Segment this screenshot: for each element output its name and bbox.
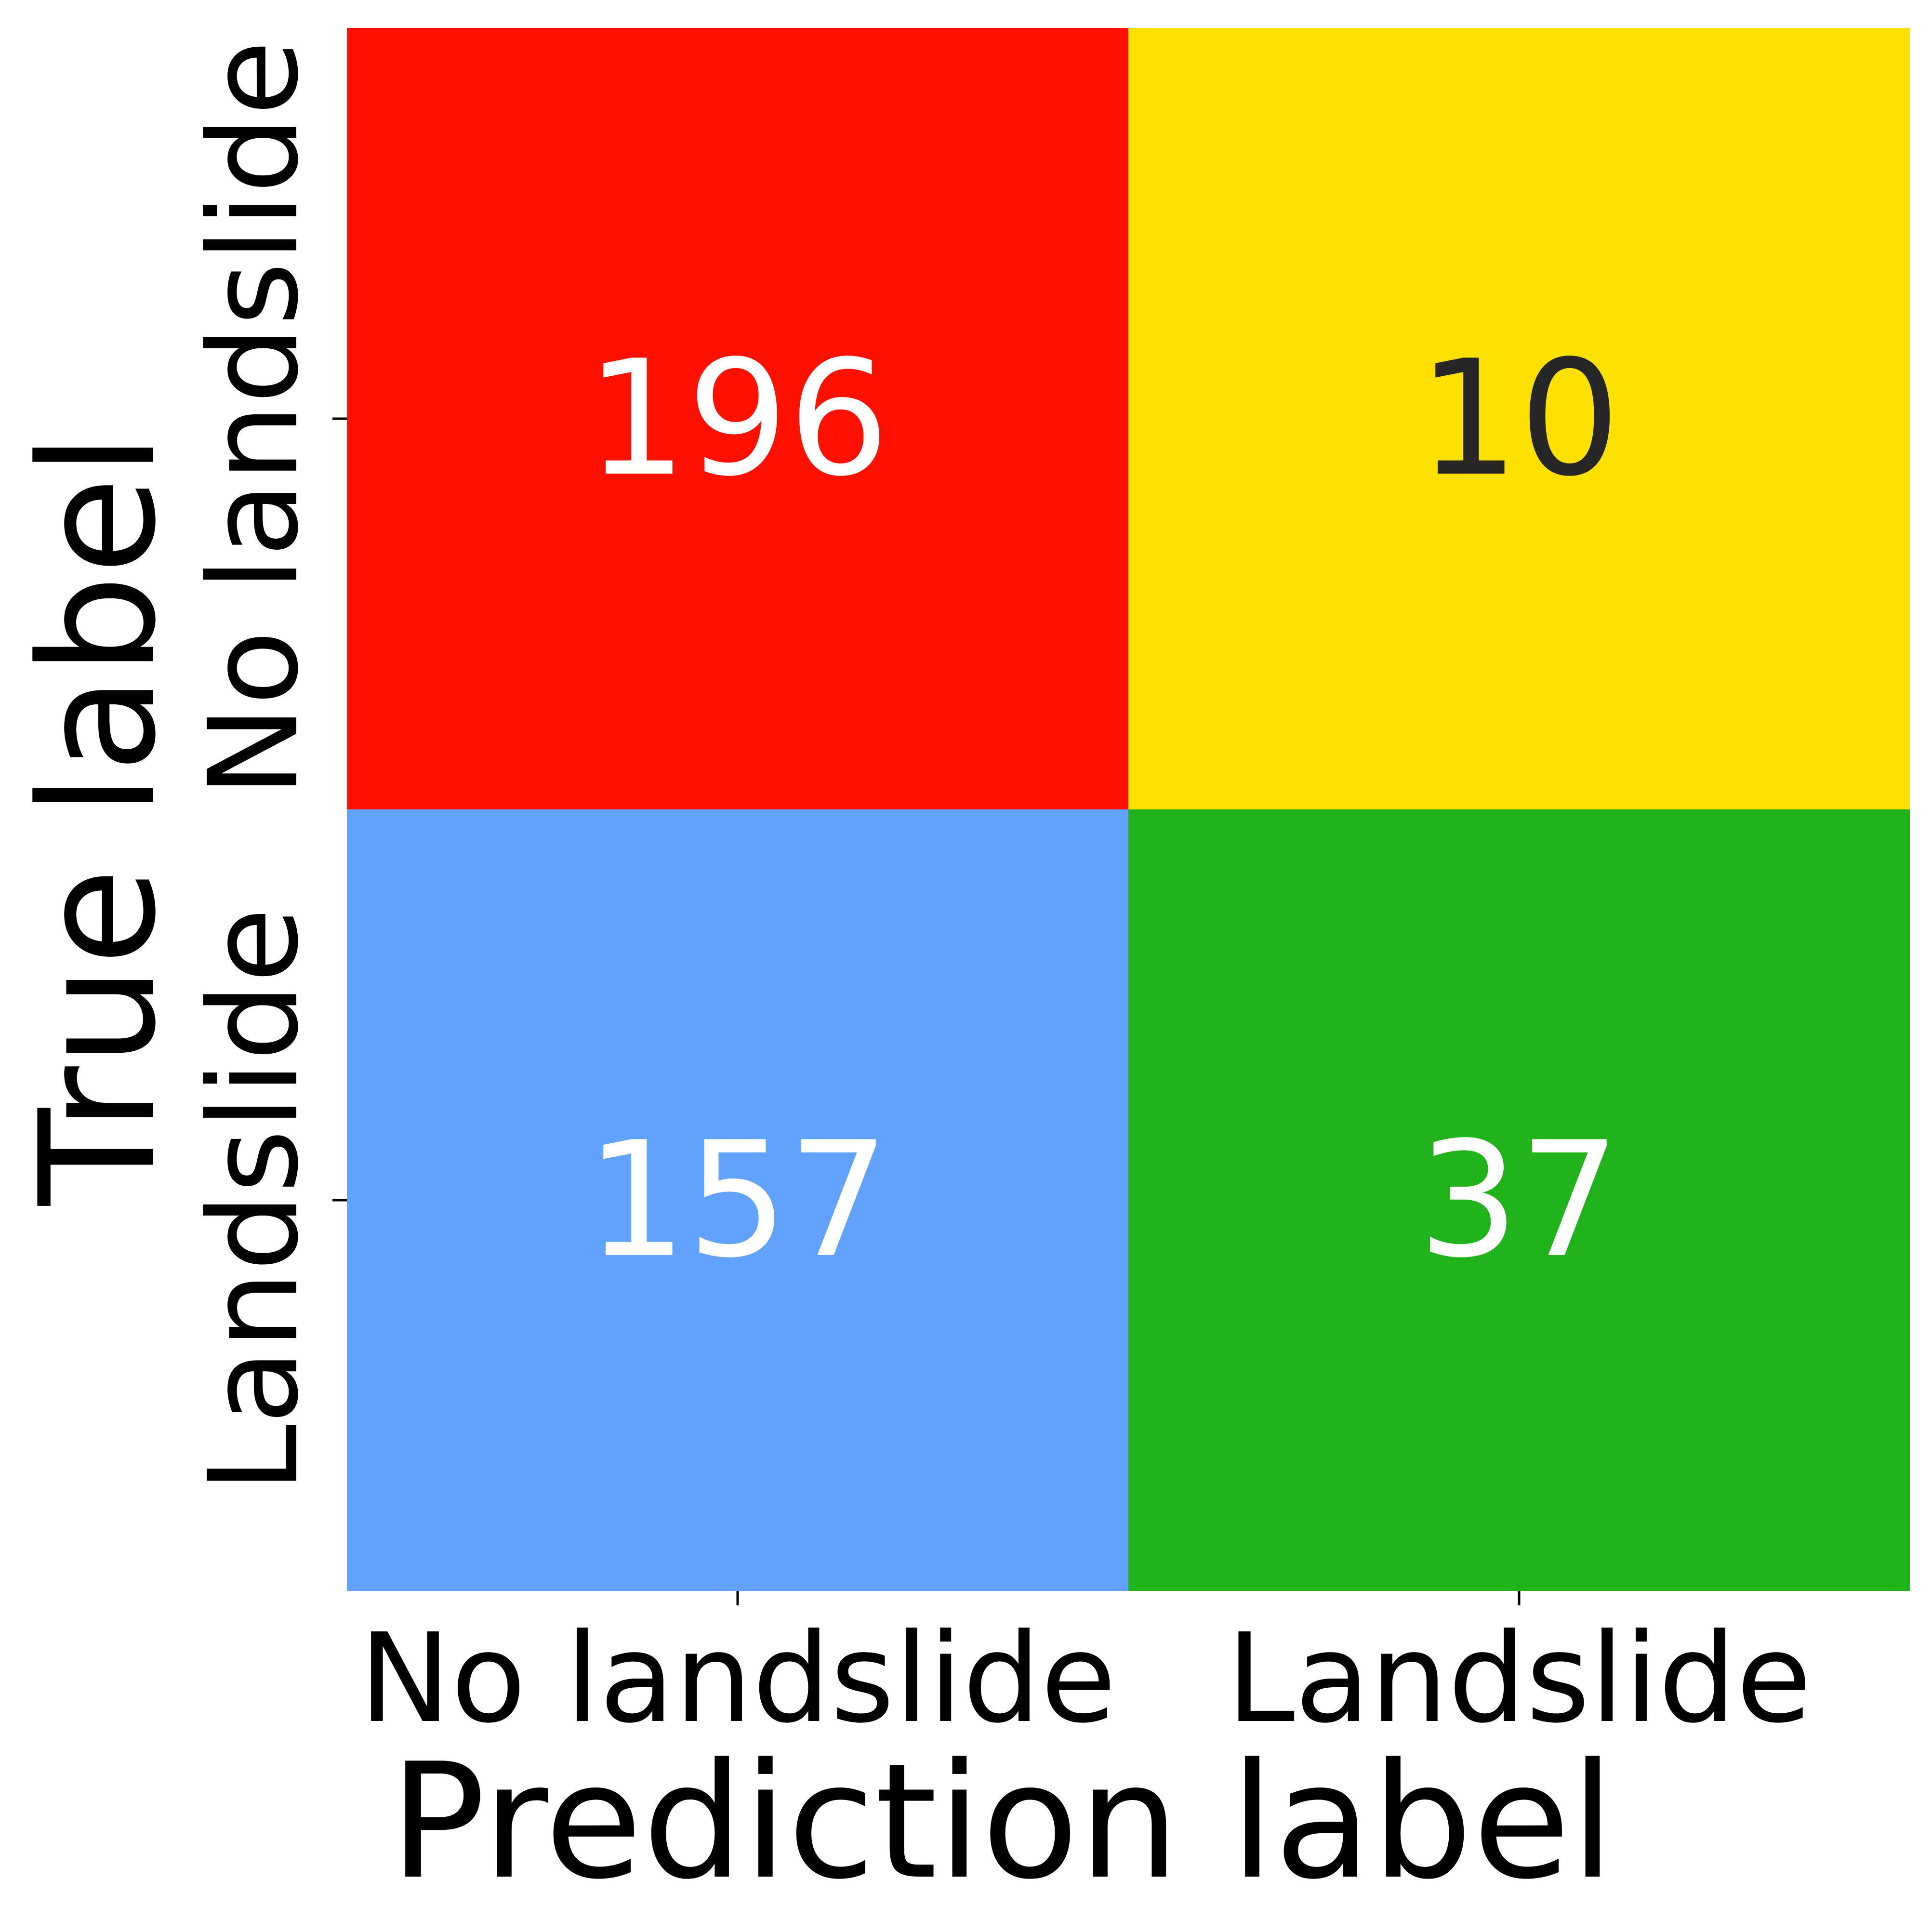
cell-value-r0-c0: 196: [586, 326, 889, 511]
cell-value-r0-c1: 10: [1418, 326, 1620, 511]
axis-ticks: [332, 417, 1521, 1605]
heatmap-cell-r1-c0: [347, 809, 1128, 1591]
x-axis-title: Prediction label: [390, 1729, 1614, 1914]
y-tick-label-0: No landslide: [183, 40, 326, 797]
x-tick-label-1: Landslide: [1226, 1607, 1812, 1750]
cell-value-r1-c0: 157: [586, 1108, 889, 1293]
y-axis-title: True label: [6, 433, 191, 1208]
heatmap-cell-r0-c0: [347, 28, 1128, 809]
cell-value-r1-c1: 37: [1418, 1108, 1620, 1293]
heatmap-cell-r0-c1: [1128, 28, 1910, 809]
heatmap-cell-values: 196 10 157 37: [586, 326, 1620, 1293]
y-tick-label-1: Landslide: [183, 907, 326, 1493]
heatmap-cells: [347, 28, 1910, 1591]
heatmap-cell-r1-c1: [1128, 809, 1910, 1591]
x-tick-label-0: No landslide: [359, 1607, 1116, 1750]
